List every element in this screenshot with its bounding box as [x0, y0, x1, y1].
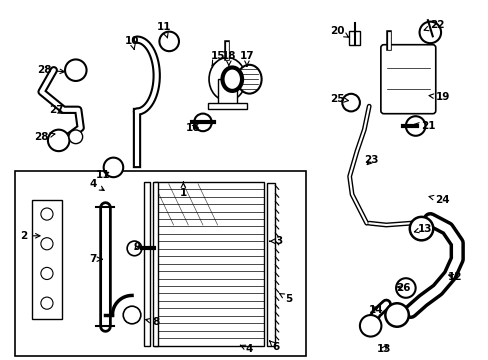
Text: 3: 3 — [269, 236, 282, 246]
Text: 1: 1 — [180, 182, 186, 198]
Text: 9: 9 — [133, 242, 140, 252]
Circle shape — [405, 116, 425, 136]
Circle shape — [65, 59, 86, 81]
Circle shape — [103, 158, 123, 177]
Text: 10: 10 — [124, 36, 139, 49]
Bar — [348, 31, 360, 45]
Text: 7: 7 — [89, 254, 102, 264]
Circle shape — [127, 241, 142, 256]
Text: 12: 12 — [447, 272, 461, 282]
Ellipse shape — [237, 65, 261, 94]
Text: 28: 28 — [34, 132, 55, 142]
Text: 14: 14 — [368, 305, 383, 315]
Text: 6: 6 — [269, 341, 279, 352]
Text: 5: 5 — [279, 293, 291, 304]
Text: 11: 11 — [156, 22, 171, 38]
Text: 25: 25 — [329, 94, 348, 104]
Text: 21: 21 — [413, 121, 434, 131]
Circle shape — [419, 22, 440, 43]
Text: 15: 15 — [210, 51, 224, 66]
Bar — [144, 182, 149, 346]
Text: 26: 26 — [395, 283, 410, 293]
Bar — [32, 200, 62, 319]
Text: 19: 19 — [428, 92, 449, 102]
Bar — [154, 182, 264, 346]
Circle shape — [395, 278, 415, 298]
Circle shape — [41, 208, 53, 220]
Text: 28: 28 — [37, 65, 64, 75]
Bar — [207, 103, 246, 109]
Text: 13: 13 — [413, 224, 432, 234]
Text: 4: 4 — [240, 344, 253, 354]
Circle shape — [409, 217, 432, 240]
Circle shape — [342, 94, 359, 111]
Bar — [153, 182, 158, 346]
Circle shape — [194, 114, 211, 131]
Circle shape — [41, 238, 53, 250]
Text: 17: 17 — [239, 51, 254, 66]
Ellipse shape — [222, 68, 242, 91]
Text: 11: 11 — [95, 170, 110, 180]
Text: 13: 13 — [376, 344, 390, 354]
Text: 22: 22 — [423, 20, 444, 31]
Text: 27: 27 — [49, 105, 63, 115]
Text: 4: 4 — [89, 179, 104, 190]
Text: 2: 2 — [20, 231, 40, 241]
Text: 18: 18 — [221, 51, 236, 66]
FancyBboxPatch shape — [380, 45, 435, 114]
Bar — [266, 183, 275, 346]
Bar — [15, 171, 305, 356]
Text: 8: 8 — [145, 317, 160, 327]
Bar — [217, 79, 237, 104]
Circle shape — [69, 130, 82, 144]
Circle shape — [48, 130, 69, 151]
Text: 20: 20 — [329, 26, 348, 37]
Circle shape — [385, 303, 408, 327]
Text: 24: 24 — [428, 195, 449, 205]
Circle shape — [41, 297, 53, 309]
Circle shape — [123, 306, 141, 324]
Text: 23: 23 — [364, 155, 378, 165]
Circle shape — [41, 267, 53, 279]
Text: 16: 16 — [185, 123, 200, 133]
Circle shape — [359, 315, 381, 337]
Circle shape — [159, 32, 179, 51]
Ellipse shape — [209, 58, 245, 101]
